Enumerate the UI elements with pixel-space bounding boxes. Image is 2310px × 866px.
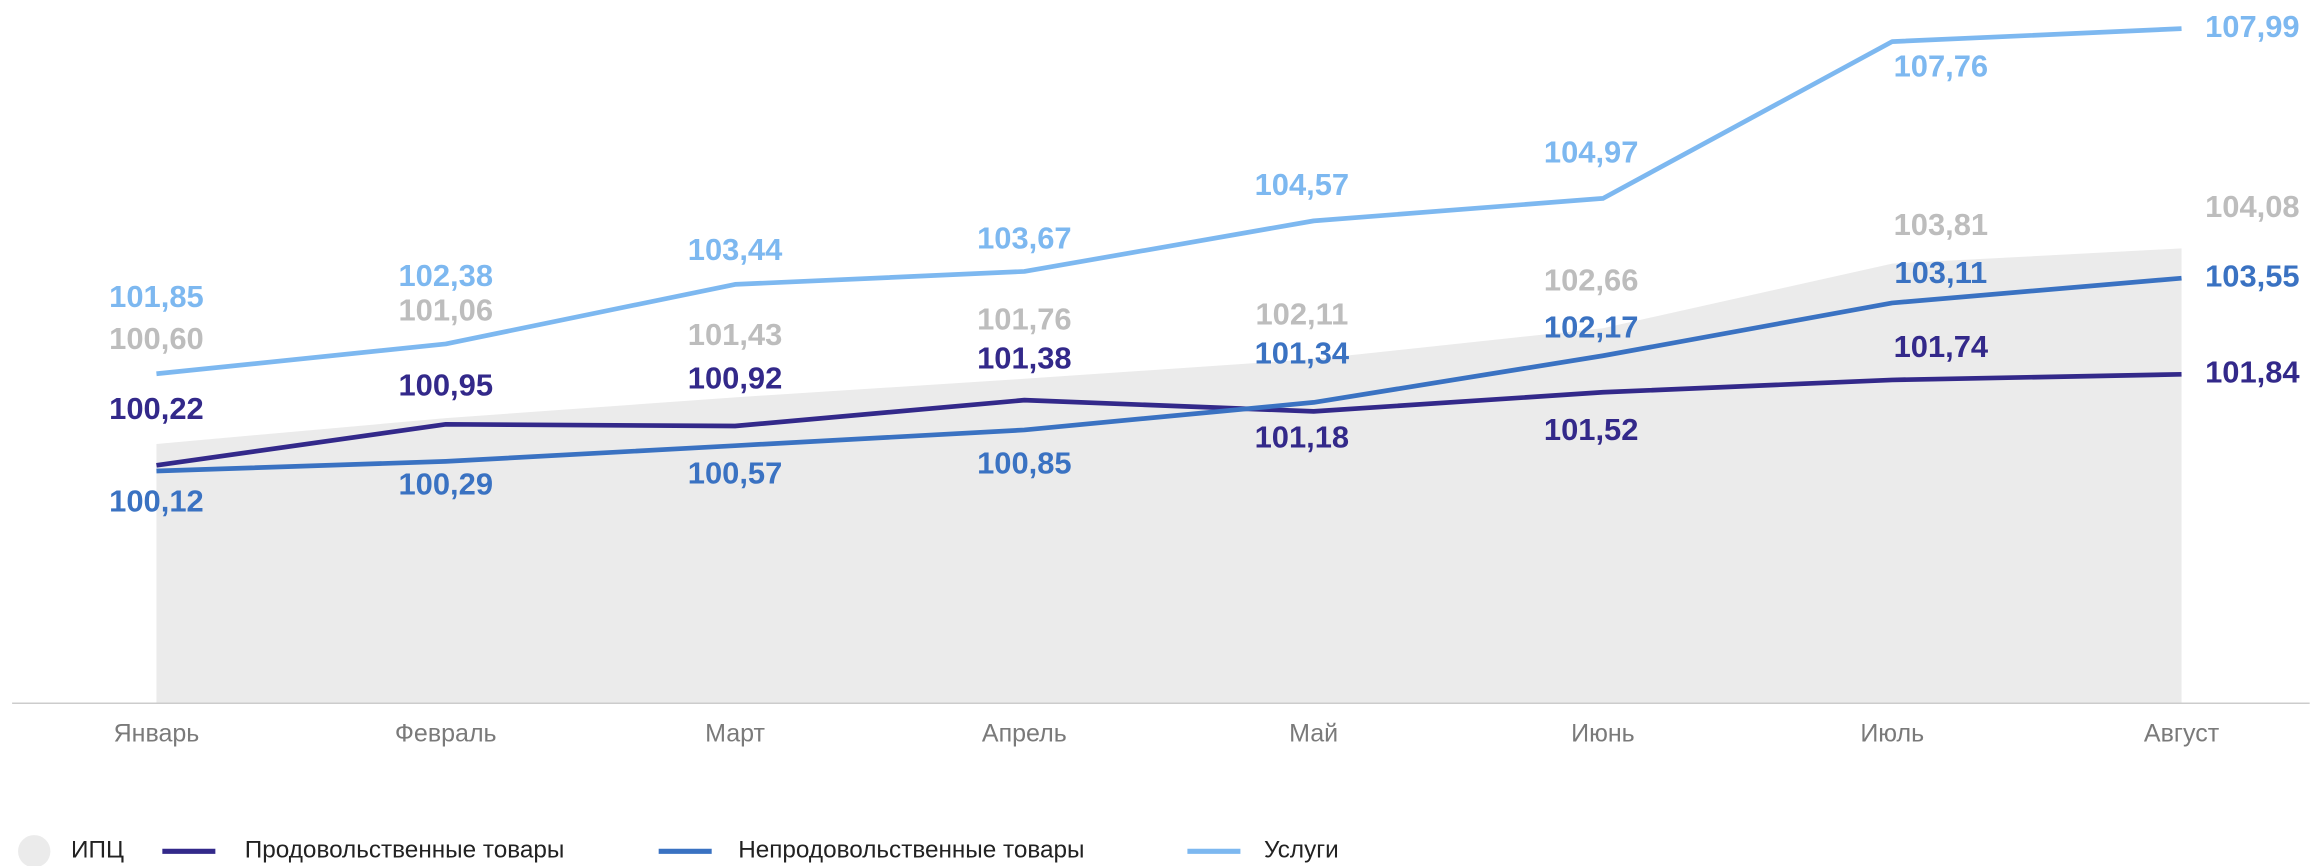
value-label: 104,08 <box>2205 189 2300 224</box>
value-label: 100,92 <box>688 361 783 396</box>
value-label: 104,97 <box>1544 134 1639 169</box>
value-label: 100,85 <box>977 445 1072 480</box>
value-label: 101,74 <box>1894 329 1989 364</box>
value-label: 101,43 <box>688 317 783 352</box>
value-label: 103,67 <box>977 221 1072 256</box>
x-tick-label: Апрель <box>982 720 1067 748</box>
line <box>156 26 2182 377</box>
x-tick-label: Март <box>705 720 765 748</box>
x-tick-label: Июль <box>1860 720 1924 748</box>
x-tick-label: Февраль <box>395 720 497 748</box>
value-label: 103,11 <box>1894 255 1987 290</box>
value-label: 107,76 <box>1894 48 1989 83</box>
legend-label: ИПЦ <box>71 837 124 864</box>
value-label: 100,95 <box>398 368 493 403</box>
value-label: 102,17 <box>1544 309 1639 344</box>
value-label: 100,29 <box>398 467 493 502</box>
value-label: 102,66 <box>1544 263 1639 298</box>
line <box>156 371 2182 468</box>
legend-label: Непродовольственные товары <box>738 837 1084 864</box>
value-label: 100,60 <box>109 321 204 356</box>
legend-label: Продовольственные товары <box>245 837 565 864</box>
value-label: 103,55 <box>2205 258 2300 293</box>
value-label: 103,44 <box>688 232 783 267</box>
x-tick-label: Июнь <box>1571 720 1635 748</box>
value-label: 101,84 <box>2205 354 2300 389</box>
value-label: 102,38 <box>398 258 493 293</box>
value-label: 101,34 <box>1255 335 1350 370</box>
value-label: 101,76 <box>977 302 1072 337</box>
x-tick-label: Август <box>2144 720 2220 748</box>
x-tick-label: Январь <box>114 720 200 748</box>
value-label: 104,57 <box>1255 167 1350 202</box>
legend-swatch <box>18 835 51 866</box>
value-label: 101,38 <box>977 341 1072 376</box>
value-label: 100,22 <box>109 391 204 426</box>
x-tick-label: Май <box>1289 720 1338 748</box>
value-label: 101,06 <box>398 292 493 327</box>
value-label: 107,99 <box>2205 9 2300 44</box>
value-label: 100,57 <box>688 455 783 490</box>
value-label: 102,11 <box>1255 297 1348 332</box>
value-label: 101,52 <box>1544 412 1639 447</box>
line <box>156 275 2182 474</box>
area <box>156 248 2182 703</box>
value-label: 101,85 <box>109 279 204 314</box>
value-label: 100,12 <box>109 484 204 519</box>
value-label: 101,18 <box>1255 420 1350 455</box>
legend-label: Услуги <box>1264 837 1339 864</box>
value-label: 103,81 <box>1894 207 1989 242</box>
